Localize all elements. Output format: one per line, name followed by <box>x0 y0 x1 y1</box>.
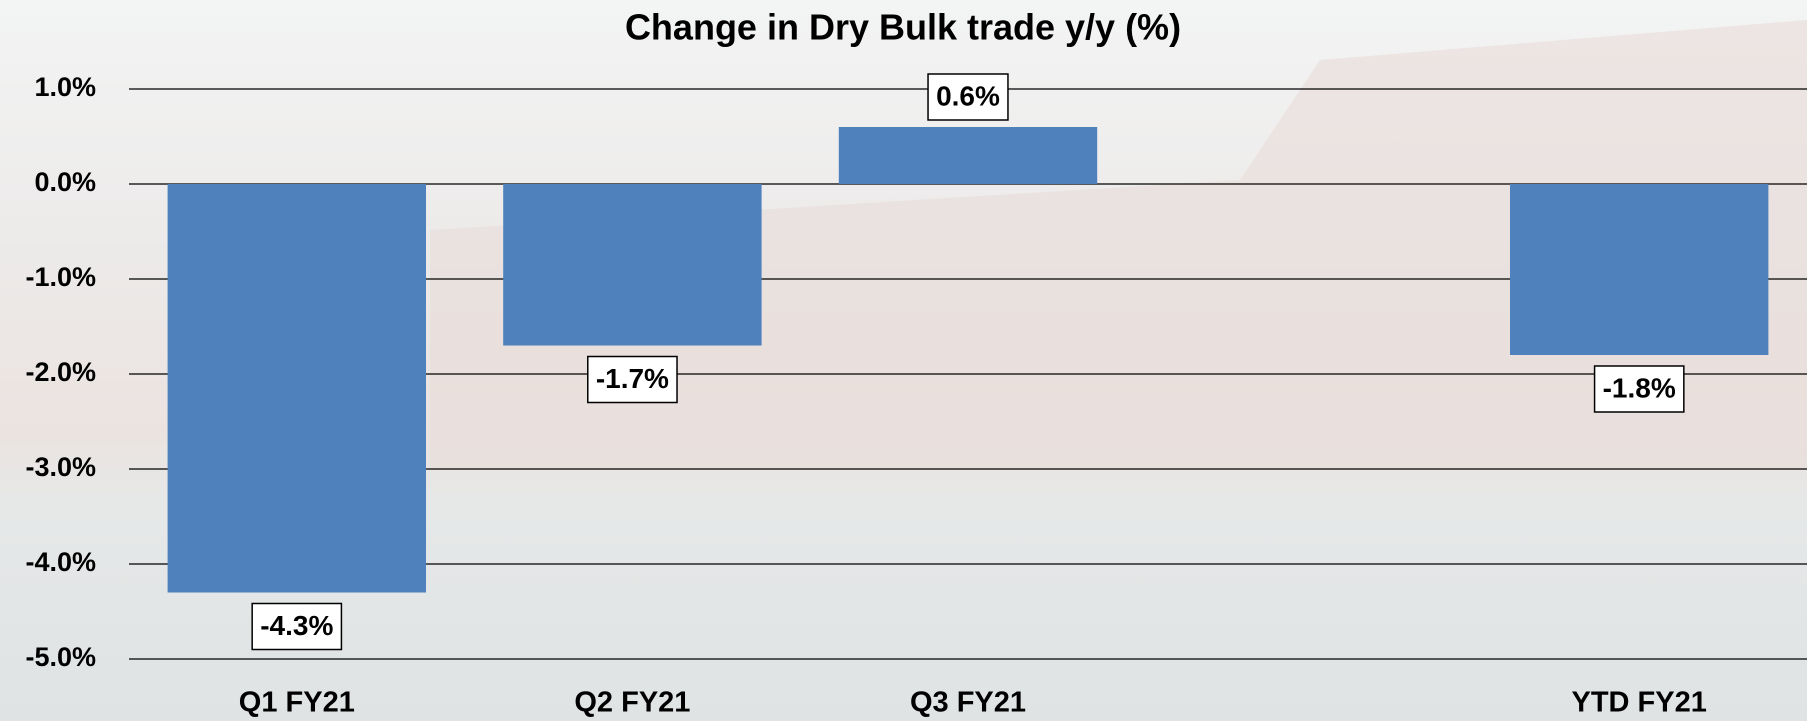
page: Change in Dry Bulk trade y/y (%) 1.0% 0.0… <box>0 0 1807 721</box>
y-tick-label: -3.0% <box>25 452 96 482</box>
bar <box>839 127 1097 184</box>
chart: Change in Dry Bulk trade y/y (%) 1.0% 0.0… <box>0 0 1807 721</box>
x-tick-label: Q3 FY21 <box>910 687 1026 719</box>
value-label: 0.6% <box>936 80 1000 111</box>
y-tick-label: 0.0% <box>34 167 96 197</box>
y-tick-label: -1.0% <box>25 262 96 292</box>
x-tick-label: Q2 FY21 <box>574 687 690 719</box>
value-label: -4.3% <box>260 610 333 641</box>
bar <box>503 184 761 346</box>
y-tick-label: -4.0% <box>25 547 96 577</box>
bar <box>1510 184 1768 355</box>
y-tick-label: -5.0% <box>25 642 96 672</box>
value-label: -1.8% <box>1603 372 1676 403</box>
chart-title: Change in Dry Bulk trade y/y (%) <box>625 7 1181 48</box>
value-label: -1.7% <box>596 363 669 394</box>
bar <box>168 184 426 593</box>
y-tick-label: 1.0% <box>34 72 96 102</box>
x-tick-label: Q1 FY21 <box>239 687 355 719</box>
y-tick-label: -2.0% <box>25 357 96 387</box>
x-tick-label: YTD FY21 <box>1572 687 1707 719</box>
